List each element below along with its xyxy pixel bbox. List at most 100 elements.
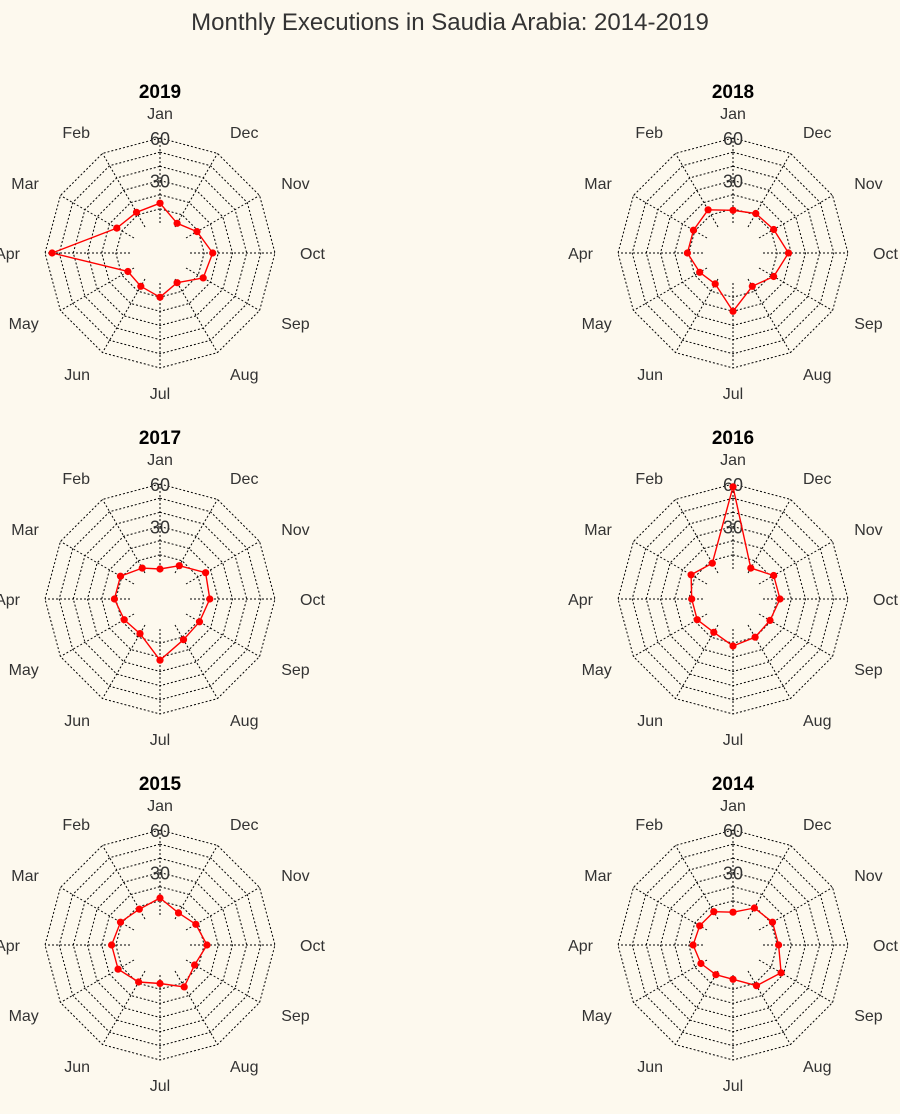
data-point-feb	[708, 559, 716, 567]
data-point-dec	[174, 909, 183, 917]
data-point-oct	[776, 595, 784, 603]
data-point-dec	[175, 562, 183, 570]
data-point-feb	[135, 905, 143, 913]
data-point-jun	[710, 628, 718, 636]
month-label-dec: Dec	[803, 471, 831, 488]
radar-panel: Jan Dec Nov Oct Sep Aug Jul Jun May Apr Mar Feb 30 60…	[0, 82, 325, 403]
month-label-jan: Jan	[720, 106, 746, 123]
figure-title: Monthly Executions in Saudia Arabia: 201…	[191, 9, 709, 36]
data-point-feb	[704, 206, 712, 214]
month-label-oct: Oct	[300, 592, 325, 609]
grid-spoke	[174, 624, 218, 699]
month-label-jan: Jan	[720, 798, 746, 815]
data-point-oct	[209, 249, 217, 257]
data-point-nov	[192, 920, 200, 928]
month-label-mar: Mar	[11, 868, 39, 885]
data-point-sep	[766, 616, 774, 625]
data-point-jul	[729, 975, 737, 983]
month-label-aug: Aug	[803, 367, 831, 384]
month-label-sep: Sep	[281, 316, 310, 333]
month-label-apr: Apr	[568, 592, 594, 609]
month-label-may: May	[9, 662, 39, 679]
grid-ring	[86, 525, 234, 673]
month-label-jul: Jul	[150, 732, 170, 749]
data-point-may	[693, 616, 701, 624]
series-line	[690, 486, 781, 647]
grid-ring	[631, 151, 835, 355]
radial-tick-label: 60	[723, 821, 743, 841]
panel-title: 2019	[139, 82, 181, 103]
grid-ring	[72, 857, 248, 1033]
data-point-apr	[48, 249, 56, 257]
grid-ring	[58, 843, 262, 1047]
month-label-jun: Jun	[64, 1059, 90, 1076]
data-point-jul	[729, 307, 737, 315]
panel-title: 2016	[712, 428, 754, 449]
grid-spoke	[102, 278, 146, 353]
month-label-nov: Nov	[854, 176, 882, 193]
grid-spoke	[185, 541, 260, 585]
grid-spoke	[758, 267, 833, 311]
series-line	[113, 565, 211, 661]
month-label-jun: Jun	[64, 713, 90, 730]
grid-ring	[659, 525, 807, 673]
month-label-may: May	[582, 1008, 612, 1025]
month-label-apr: Apr	[0, 592, 21, 609]
month-label-mar: Mar	[11, 176, 39, 193]
grid-ring	[58, 497, 262, 701]
grid-ring	[101, 540, 219, 658]
month-label-sep: Sep	[854, 1008, 883, 1025]
grid-ring	[58, 151, 262, 355]
data-point-jan	[156, 894, 164, 902]
data-point-aug	[751, 633, 759, 641]
grid-spoke	[675, 278, 719, 353]
month-label-sep: Sep	[854, 316, 883, 333]
month-label-oct: Oct	[873, 938, 898, 955]
data-point-sep	[199, 274, 207, 282]
series-line	[51, 202, 214, 298]
data-point-jul	[156, 656, 164, 664]
data-point-nov	[768, 918, 777, 926]
data-point-jun	[136, 630, 144, 638]
data-point-oct	[775, 941, 783, 949]
radial-tick-label: 30	[723, 864, 743, 884]
month-label-may: May	[9, 316, 39, 333]
month-label-aug: Aug	[803, 713, 831, 730]
grid-spoke	[675, 624, 719, 699]
month-label-feb: Feb	[635, 125, 663, 142]
radar-panel: Jan Dec Nov Oct Sep Aug Jul Jun May Apr Mar Feb 30 60…	[568, 82, 898, 403]
radial-tick-label: 60	[150, 129, 170, 149]
data-point-mar	[696, 922, 704, 930]
data-point-may	[124, 267, 132, 276]
month-label-aug: Aug	[803, 1059, 831, 1076]
grid-spoke	[747, 278, 791, 353]
month-label-dec: Dec	[803, 817, 831, 834]
month-label-jan: Jan	[147, 798, 173, 815]
radial-tick-label: 30	[723, 172, 743, 192]
grid-spoke	[758, 541, 833, 585]
month-label-jul: Jul	[723, 732, 743, 749]
grid-ring	[72, 165, 248, 341]
panel-title: 2017	[139, 428, 181, 449]
grid-ring	[645, 511, 821, 687]
month-label-feb: Feb	[62, 125, 90, 142]
month-label-jun: Jun	[637, 367, 663, 384]
month-label-jul: Jul	[723, 386, 743, 403]
month-label-may: May	[582, 662, 612, 679]
month-label-nov: Nov	[281, 868, 309, 885]
data-point-aug	[748, 282, 756, 290]
data-point-sep	[770, 272, 778, 281]
data-point-nov	[202, 569, 210, 577]
data-point-jul	[156, 293, 164, 301]
data-point-jul	[729, 642, 737, 650]
data-point-dec	[750, 904, 759, 912]
month-label-feb: Feb	[62, 817, 90, 834]
panel-title: 2014	[712, 774, 755, 795]
month-label-mar: Mar	[11, 522, 39, 539]
grid-spoke	[174, 970, 218, 1045]
month-label-mar: Mar	[584, 176, 612, 193]
month-label-may: May	[582, 316, 612, 333]
data-point-dec	[747, 564, 755, 572]
month-label-dec: Dec	[803, 125, 831, 142]
